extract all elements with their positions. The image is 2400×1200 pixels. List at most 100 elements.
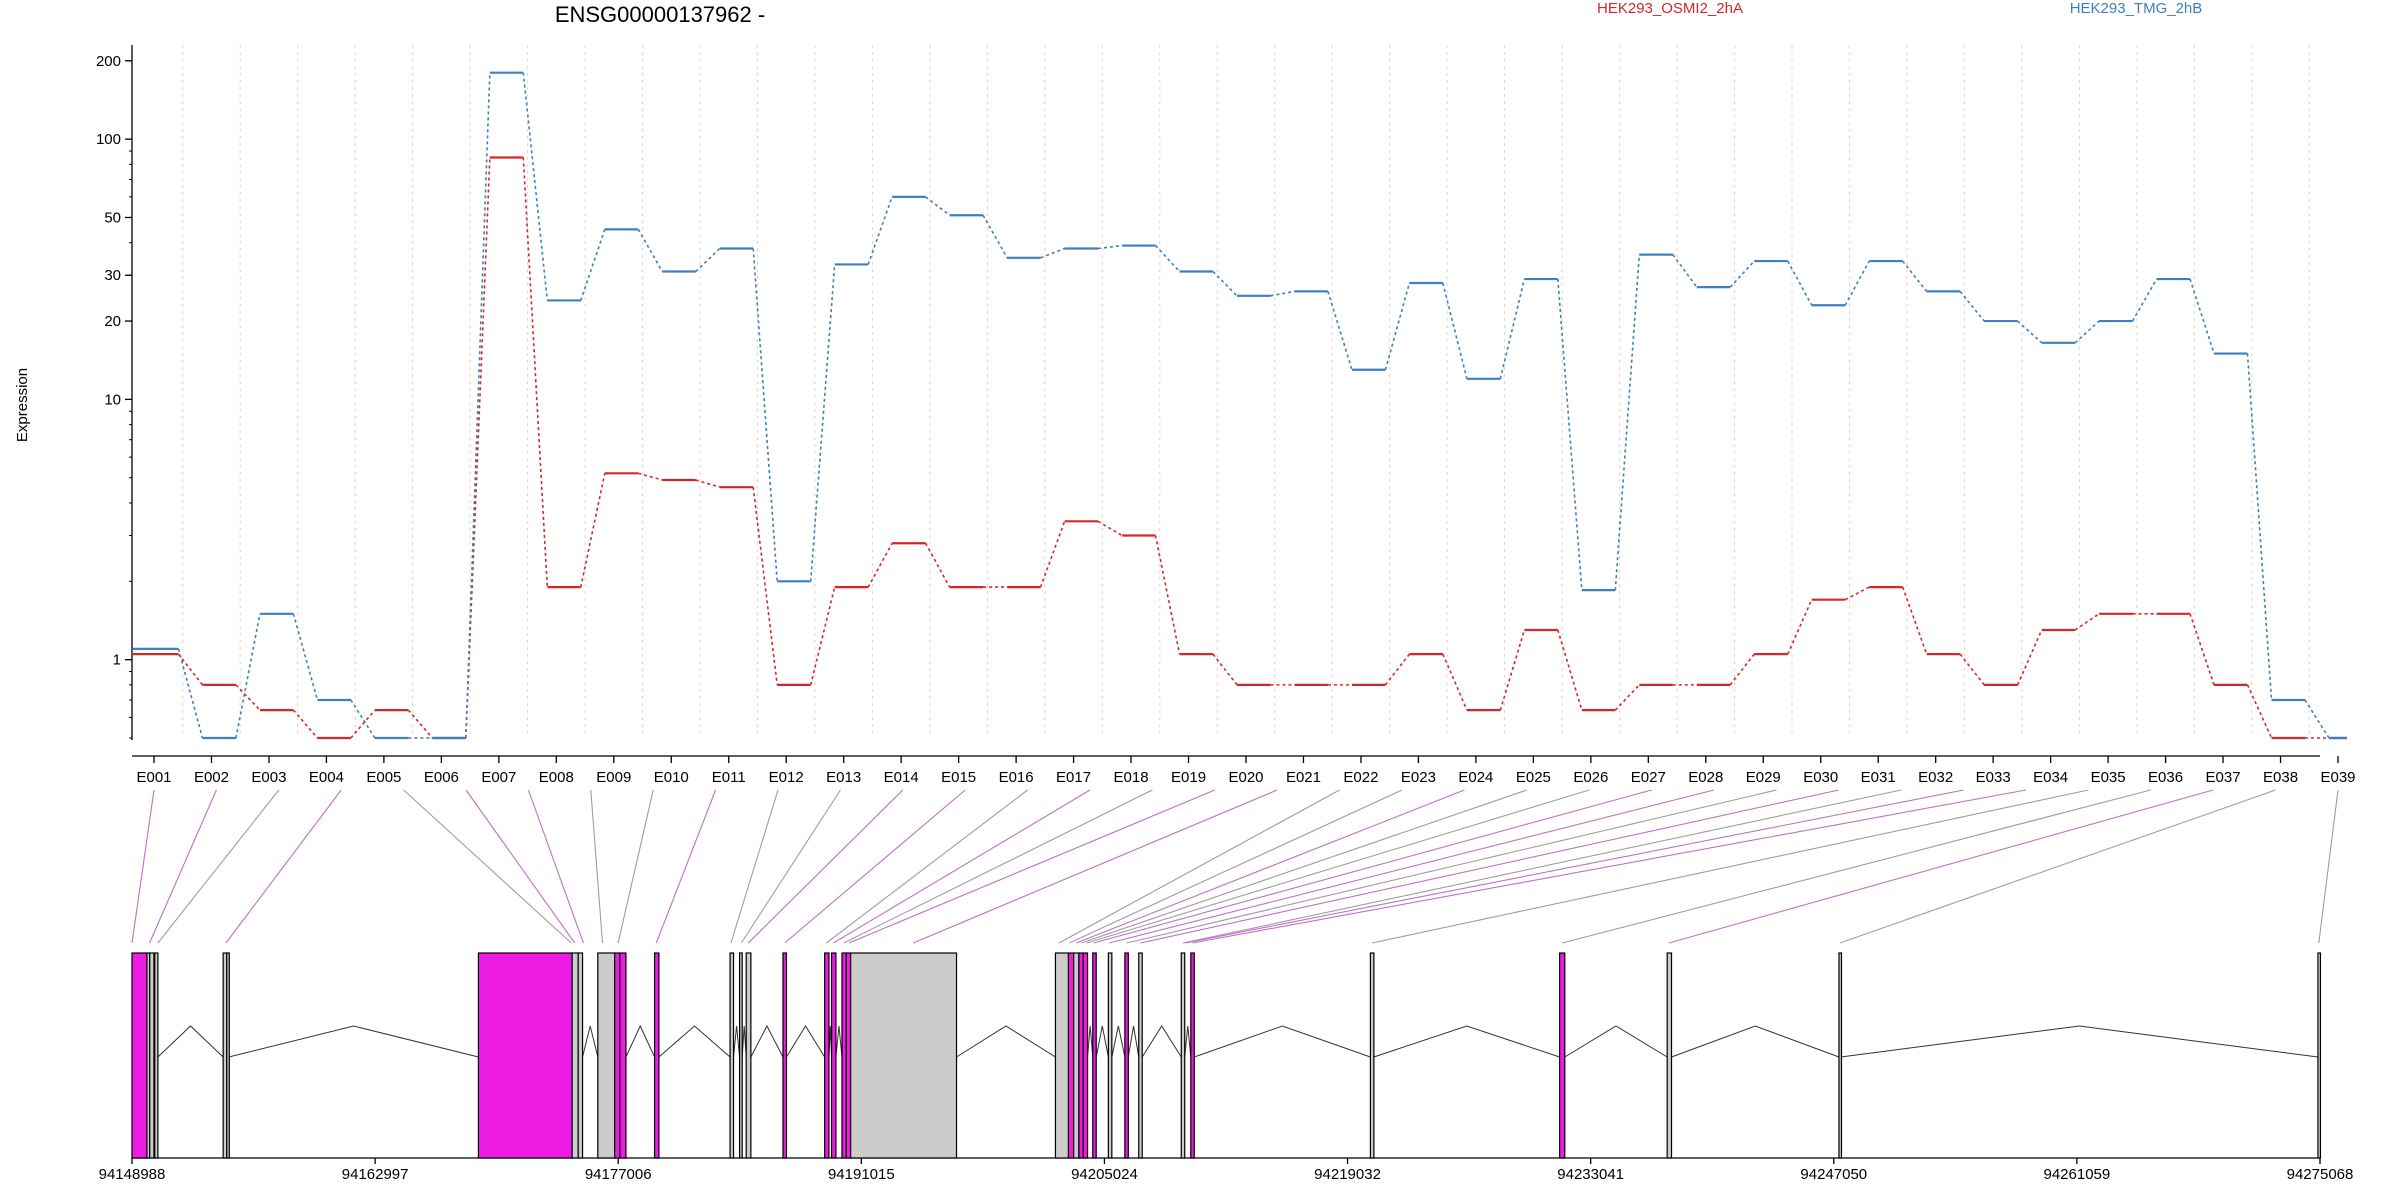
x-tick-label: E017 xyxy=(1056,769,1091,786)
exon-link xyxy=(1126,789,1777,944)
exon-block xyxy=(729,952,735,1159)
exon-block xyxy=(1054,952,1070,1159)
exon-link xyxy=(740,789,841,944)
x-tick-label: E014 xyxy=(884,769,919,786)
series-1-connector xyxy=(235,684,261,711)
x-tick-label: E030 xyxy=(1803,769,1838,786)
exon-link xyxy=(149,789,217,944)
x-tick-label: E027 xyxy=(1631,769,1666,786)
series-2-connector xyxy=(1154,245,1181,273)
intron-line xyxy=(1127,1025,1140,1058)
exon-block xyxy=(841,952,847,1159)
intron-line xyxy=(157,1025,224,1058)
exon-link xyxy=(1182,789,1902,944)
exon-link xyxy=(1076,789,1465,944)
x-tick-label: E008 xyxy=(539,769,574,786)
genome-tick-label: 94177006 xyxy=(585,1166,652,1183)
exon-link xyxy=(1192,789,2027,944)
genome-tick-label: 94261059 xyxy=(2044,1166,2111,1183)
intron-line xyxy=(786,1025,826,1058)
exon-link xyxy=(1140,789,1839,944)
exon-link xyxy=(1069,789,1403,944)
exon-link xyxy=(833,789,1091,944)
x-tick-label: E004 xyxy=(309,769,344,786)
exon-block xyxy=(1369,952,1375,1159)
series-2-connector xyxy=(1212,270,1238,297)
x-tick-label: E025 xyxy=(1516,769,1551,786)
x-tick-label: E033 xyxy=(1976,769,2011,786)
x-tick-label: E006 xyxy=(424,769,459,786)
genome-tick-label: 94148988 xyxy=(99,1166,166,1183)
series-1-connector xyxy=(1729,653,1755,686)
exon-block xyxy=(1190,952,1195,1159)
series-1-connector xyxy=(1097,520,1123,537)
exon-block xyxy=(782,952,788,1159)
x-tick-label: E034 xyxy=(2033,769,2068,786)
x-tick-label: E022 xyxy=(1343,769,1378,786)
exon-link xyxy=(1109,789,1715,944)
x-tick-label: E002 xyxy=(194,769,229,786)
series-2-connector xyxy=(2017,320,2043,344)
series-1-connector xyxy=(1959,653,1985,686)
series-1-connector xyxy=(2246,684,2273,739)
series-2-connector xyxy=(2189,278,2215,354)
intron-line xyxy=(1564,1025,1668,1058)
series-1-connector xyxy=(1787,599,1813,655)
exon-block xyxy=(154,952,159,1159)
exon-block xyxy=(824,952,830,1159)
series-1-connector xyxy=(1154,535,1181,655)
series-2-connector xyxy=(1557,278,1583,591)
exon-block xyxy=(131,952,148,1159)
x-tick-label: E021 xyxy=(1286,769,1321,786)
x-tick-label: E039 xyxy=(2320,769,2355,786)
exon-block xyxy=(149,952,155,1159)
series-1-connector xyxy=(2074,613,2100,631)
exon-block xyxy=(1558,952,1566,1159)
series-2-connector xyxy=(2304,699,2330,739)
x-tick-label: E010 xyxy=(654,769,689,786)
series-1-connector xyxy=(1039,521,1066,588)
series-2-connector xyxy=(1729,260,1755,288)
intron-line xyxy=(625,1024,656,1058)
x-tick-label: E011 xyxy=(712,769,746,786)
series-lines xyxy=(133,71,2347,740)
series-1-connector xyxy=(2016,629,2043,686)
y-tick-label: 10 xyxy=(104,391,121,408)
series-2-connector xyxy=(177,648,204,739)
exon-link xyxy=(655,789,717,944)
series-1-connector xyxy=(522,157,549,588)
series-2-connector xyxy=(925,196,951,216)
exon-block xyxy=(1073,952,1080,1159)
series-1-connector xyxy=(1499,629,1526,711)
series-1-connector xyxy=(809,586,836,686)
series-1-connector xyxy=(1614,684,1640,711)
y-tick-label: 20 xyxy=(104,313,121,330)
legend-series-1: HEK293_OSMI2_2hA xyxy=(1597,0,1743,17)
exon-block xyxy=(2317,952,2322,1159)
x-tick-label: E003 xyxy=(251,769,286,786)
series-1-connector xyxy=(695,479,720,488)
series-2-connector xyxy=(637,228,663,272)
intron-line xyxy=(1194,1025,1371,1058)
exon-link xyxy=(784,789,966,944)
y-tick-label: 50 xyxy=(104,209,121,226)
series-2-connector xyxy=(2074,320,2100,344)
exon-link xyxy=(912,789,1278,944)
series-2-connector xyxy=(982,214,1008,259)
exon-link xyxy=(1185,789,1964,944)
series-2-connector xyxy=(1442,282,1468,379)
series-1-connector xyxy=(350,709,376,739)
axes: 1 10 20 30 50 100 200 xyxy=(96,45,2339,763)
intron-line xyxy=(1184,1025,1192,1058)
exon-link xyxy=(1562,789,2151,944)
intron-line xyxy=(1111,1025,1126,1058)
x-tick-label: E024 xyxy=(1458,769,1493,786)
series-2-connector xyxy=(1384,282,1411,370)
series-2-connector xyxy=(752,248,779,582)
exon-link xyxy=(2318,789,2339,944)
exon-block xyxy=(1107,952,1113,1159)
series-1-connector xyxy=(924,542,951,588)
exon-block xyxy=(745,952,752,1159)
series-2-connector xyxy=(1499,278,1526,379)
genome-tick-label: 94275068 xyxy=(2287,1166,2354,1183)
